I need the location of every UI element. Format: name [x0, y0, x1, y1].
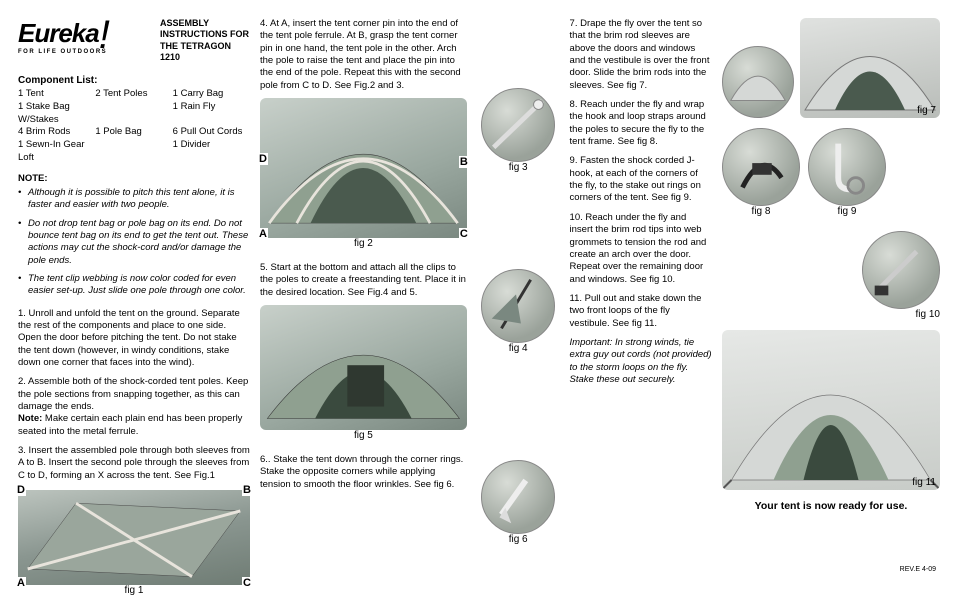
step-10: 10. Reach under the fly and insert the b… [570, 212, 712, 286]
step-9: 9. Fasten the shock corded J-hook, at ea… [570, 155, 712, 204]
detail-clip-icon [481, 269, 555, 343]
figure-7: fig 7 [800, 18, 940, 118]
figure-2: A B C D fig 2 [260, 98, 467, 249]
tent-flat-icon [18, 490, 250, 585]
brand-tagline: FOR LIFE OUTDOORS [18, 49, 146, 55]
step-1: 1. Unroll and unfold the tent on the gro… [18, 308, 250, 370]
step-2: 2. Assemble both of the shock-corded ten… [18, 376, 250, 413]
document-title: ASSEMBLY INSTRUCTIONS FOR THE TETRAGON 1… [160, 18, 250, 63]
brand-logo: Eureka! FOR LIFE OUTDOORS [18, 18, 146, 55]
figure-8-label: fig 8 [722, 206, 800, 217]
figure-4: fig 4 [481, 269, 555, 354]
step-6: 6.. Stake the tent down through the corn… [260, 454, 467, 491]
detail-brimrod-icon [862, 231, 940, 309]
detail-fly-drape-icon [722, 46, 794, 118]
figure-2-label: fig 2 [260, 238, 467, 249]
component-item: 1 Rain Fly [173, 101, 250, 127]
corner-b: B [459, 156, 469, 168]
figure-9: fig 9 [808, 128, 886, 217]
detail-strap-icon [722, 128, 800, 206]
step-2-note: Note: Make certain each plain end has be… [18, 413, 250, 438]
detail-jhook-icon [808, 128, 886, 206]
component-item: 1 Carry Bag [173, 88, 250, 101]
figure-1-label: fig 1 [18, 585, 250, 596]
tent-complete-icon [722, 330, 940, 490]
figure-5-label: fig 5 [260, 430, 467, 441]
figure-7-label: fig 7 [917, 105, 936, 116]
step-3: 3. Insert the assembled pole through bot… [18, 445, 250, 482]
figure-3: fig 3 [481, 88, 555, 173]
corner-b: B [242, 484, 252, 496]
component-list: 1 Tent 2 Tent Poles 1 Carry Bag 1 Stake … [18, 88, 250, 165]
corner-d: D [258, 153, 268, 165]
component-item [95, 101, 172, 127]
figure-10: fig 10 [722, 231, 940, 320]
component-item: 1 Sewn-In Gear Loft [18, 139, 95, 165]
step-5: 5. Start at the bottom and attach all th… [260, 262, 467, 299]
revision-text: REV.E 4-09 [900, 566, 936, 573]
figure-9-label: fig 9 [808, 206, 886, 217]
figure-8: fig 8 [722, 128, 800, 217]
detail-stake-icon [481, 460, 555, 534]
tent-fly-icon [800, 18, 940, 118]
tent-freestanding-icon [260, 305, 467, 430]
brand-exclaim-icon: ! [99, 13, 110, 57]
brand-name: Eureka [18, 18, 99, 48]
note-bullet: Do not drop tent bag or pole bag on its … [18, 218, 250, 267]
figure-11: fig 11 [722, 330, 940, 490]
figure-6-label: fig 6 [481, 534, 555, 545]
header: Eureka! FOR LIFE OUTDOORS ASSEMBLY INSTR… [18, 18, 250, 63]
tent-raised-icon [260, 98, 467, 238]
important-note: Important: In strong winds, tie extra gu… [570, 337, 712, 386]
figure-5: fig 5 [260, 305, 467, 441]
component-list-title: Component List: [18, 75, 250, 86]
step-4: 4. At A, insert the tent corner pin into… [260, 18, 467, 92]
step-7: 7. Drape the fly over the tent so that t… [570, 18, 712, 92]
component-item: 2 Tent Poles [95, 88, 172, 101]
figure-6: fig 6 [481, 460, 555, 545]
note-bullet: The tent clip webbing is now color coded… [18, 273, 250, 298]
component-item: 1 Stake Bag W/Stakes [18, 101, 95, 127]
figure-3-label: fig 3 [481, 162, 555, 173]
figure-1: A B C D fig 1 [18, 490, 250, 596]
component-item: 1 Pole Bag [95, 126, 172, 139]
component-item: 1 Tent [18, 88, 95, 101]
note-label: Note: [18, 413, 42, 424]
step-8: 8. Reach under the fly and wrap the hook… [570, 99, 712, 148]
note-bullet: Although it is possible to pitch this te… [18, 187, 250, 212]
figure-10-label: fig 10 [722, 309, 940, 320]
corner-c: C [459, 228, 469, 240]
ready-text: Your tent is now ready for use. [722, 500, 940, 512]
component-item: 4 Brim Rods [18, 126, 95, 139]
step-11: 11. Pull out and stake down the two fron… [570, 293, 712, 330]
note-text: Make certain each plain end has been pro… [18, 413, 242, 436]
note-title: NOTE: [18, 173, 250, 184]
corner-d: D [16, 484, 26, 496]
component-item: 6 Pull Out Cords [173, 126, 250, 139]
component-item: 1 Divider [173, 139, 250, 165]
component-item [95, 139, 172, 165]
figure-11-label: fig 11 [912, 477, 936, 488]
detail-pin-icon [481, 88, 555, 162]
figure-4-label: fig 4 [481, 343, 555, 354]
corner-a: A [258, 228, 268, 240]
